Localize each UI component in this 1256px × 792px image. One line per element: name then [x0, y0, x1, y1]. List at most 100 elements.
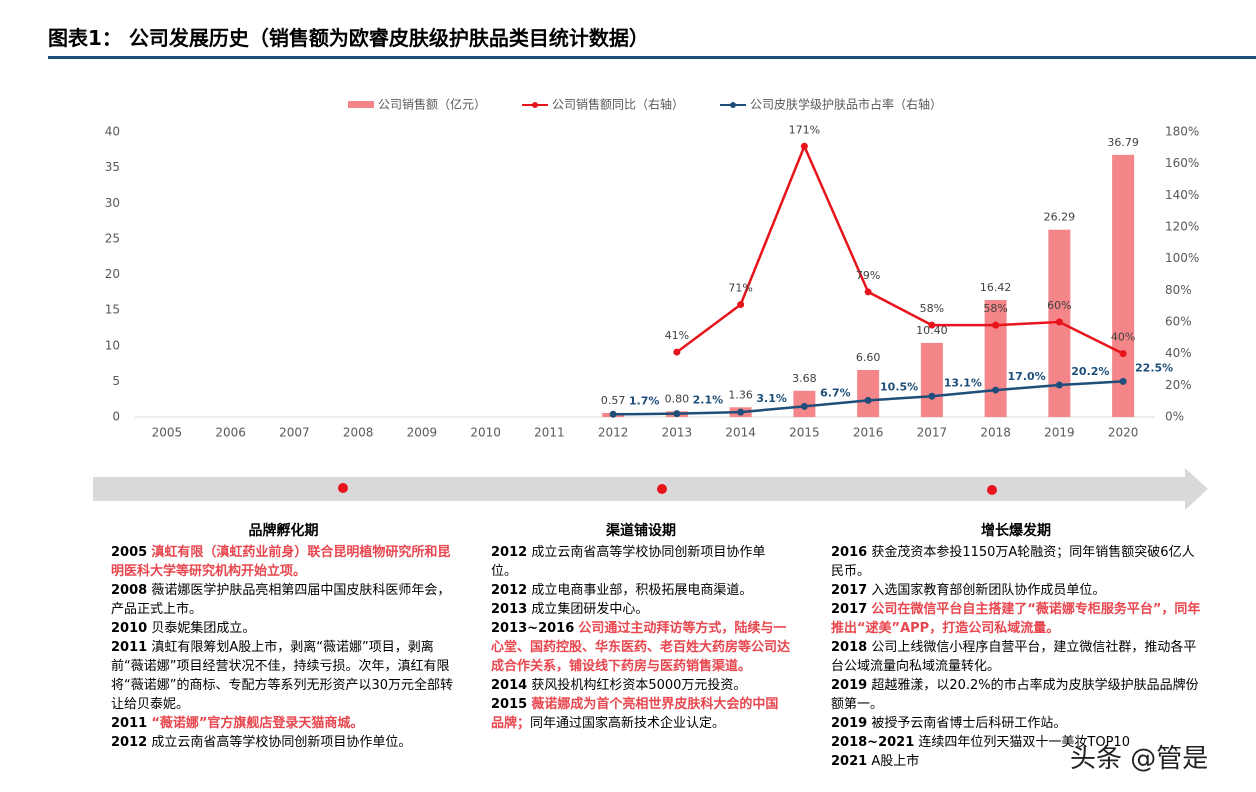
- entry-text: 公司在微信平台自主搭建了“薇诺娜专柜服务平台”，同年推出“逑美”APP，打造公司…: [831, 602, 1201, 636]
- y-tick-label: 5: [112, 374, 120, 388]
- point: [1119, 377, 1127, 385]
- timeline-arrow: [93, 468, 1208, 510]
- timeline-entry: 2021 A股上市: [831, 752, 1201, 771]
- entry-text: 滇虹有限（滇虹药业前身）联合昆明植物研究所和昆明医科大学等研究机构开始立项。: [111, 545, 451, 579]
- y-tick-label: 20: [105, 267, 120, 281]
- timeline-entry: 2012 成立云南省高等学校协同创新项目协作单位。: [491, 543, 791, 581]
- entry-text: 成立云南省高等学校协同创新项目协作单位。: [491, 545, 766, 579]
- legend-label: 公司销售额同比（右轴）: [552, 97, 684, 112]
- legend-swatch: [348, 101, 374, 108]
- point-label: 171%: [789, 123, 820, 136]
- entry-text: 超越雅漾，以20.2%的市占率成为皮肤学级护肤品品牌份额第一。: [831, 678, 1199, 712]
- point: [864, 396, 872, 404]
- y-tick-label: 0: [112, 410, 120, 424]
- timeline-entry: 2015 薇诺娜成为首个亮相世界皮肤科大会的中国品牌；同年通过国家高新技术企业认…: [491, 695, 791, 733]
- watermark: 头条 @管是: [1070, 744, 1209, 774]
- point: [673, 348, 681, 356]
- timeline-entry: 2019 超越雅漾，以20.2%的市占率成为皮肤学级护肤品品牌份额第一。: [831, 676, 1201, 714]
- entry-year: 2015: [491, 697, 528, 712]
- y-tick-label: 35: [105, 160, 120, 174]
- point: [1055, 381, 1063, 389]
- entry-text: 成立集团研发中心。: [531, 602, 649, 617]
- y2-tick-label: 60%: [1165, 315, 1192, 329]
- legend-swatch: [730, 102, 737, 108]
- point-label: 17.0%: [1008, 370, 1046, 383]
- point: [992, 386, 1000, 394]
- entry-text: 成立电商事业部，积极拓展电商渠道。: [531, 583, 753, 598]
- x-tick-label: 2007: [279, 426, 310, 440]
- bar-label: 3.68: [792, 372, 817, 385]
- entry-text: 薇诺娜医学护肤品亮相第四届中国皮肤科医师年会，产品正式上市。: [111, 583, 451, 617]
- legend-label: 公司销售额（亿元）: [378, 97, 486, 112]
- x-tick-label: 2012: [598, 426, 629, 440]
- y2-tick-label: 20%: [1165, 378, 1192, 392]
- bar-label: 1.36: [728, 388, 753, 401]
- y2-tick-label: 100%: [1165, 251, 1199, 265]
- y2-tick-label: 180%: [1165, 125, 1199, 139]
- x-tick-label: 2009: [407, 426, 438, 440]
- point-label: 3.1%: [756, 392, 787, 405]
- x-tick-label: 2006: [215, 426, 246, 440]
- point-label: 41%: [665, 329, 689, 342]
- entry-text: 滇虹有限筹划A股上市，剥离“薇诺娜”项目，剥离前“薇诺娜”项目经营状况不佳，持续…: [111, 640, 454, 712]
- timeline-section: 增长爆发期 2016 获金茂资本参投1150万A轮融资；同年销售额突破6亿人民币。…: [831, 522, 1201, 771]
- point: [800, 402, 808, 410]
- timeline-entry: 2013~2016 公司通过主动拜访等方式，陆续与一心堂、国药控股、华东医药、老…: [491, 619, 791, 676]
- x-tick-label: 2020: [1108, 426, 1139, 440]
- x-tick-label: 2016: [853, 426, 884, 440]
- line: [676, 143, 1124, 355]
- entry-year: 2011: [111, 716, 148, 731]
- x-tick-label: 2017: [917, 426, 948, 440]
- timeline-section: 品牌孵化期 2005 滇虹有限（滇虹药业前身）联合昆明植物研究所和昆明医科大学等研…: [111, 522, 456, 752]
- x-tick-label: 2019: [1044, 426, 1075, 440]
- point: [609, 410, 617, 418]
- entry-text: 获金茂资本参投1150万A轮融资；同年销售额突破6亿人民币。: [831, 545, 1195, 579]
- bar-label: 10.40: [916, 324, 948, 337]
- y-tick-label: 30: [105, 196, 120, 210]
- bar: [920, 342, 943, 417]
- point-label: 10.5%: [880, 380, 918, 393]
- point-label: 6.7%: [820, 386, 851, 399]
- point-label: 1.7%: [629, 394, 660, 407]
- entry-year: 2010: [111, 621, 148, 636]
- timeline-entry: 2005 滇虹有限（滇虹药业前身）联合昆明植物研究所和昆明医科大学等研究机构开始…: [111, 543, 456, 581]
- point-label: 79%: [856, 269, 880, 282]
- timeline-entry: 2012 成立云南省高等学校协同创新项目协作单位。: [111, 733, 456, 752]
- point-label: 60%: [1047, 299, 1071, 312]
- entry-extra: 同年通过国家高新技术企业认定。: [530, 716, 726, 731]
- point-label: 20.2%: [1071, 365, 1109, 378]
- x-tick-label: 2011: [534, 426, 565, 440]
- y2-tick-label: 80%: [1165, 283, 1192, 297]
- timeline-entry: 2010 贝泰妮集团成立。: [111, 619, 456, 638]
- timeline-entry: 2013 成立集团研发中心。: [491, 600, 791, 619]
- bar: [984, 300, 1007, 417]
- entry-year: 2019: [831, 678, 868, 693]
- y2-tick-label: 160%: [1165, 156, 1199, 170]
- bar: [1112, 154, 1135, 417]
- entry-text: 贝泰妮集团成立。: [151, 621, 256, 636]
- section-title: 增长爆发期: [981, 523, 1051, 539]
- entry-year: 2011: [111, 640, 148, 655]
- entry-text: A股上市: [871, 754, 920, 769]
- entry-text: 被授予云南省博士后科研工作站。: [871, 716, 1067, 731]
- bar-label: 6.60: [856, 351, 881, 364]
- point: [864, 288, 872, 296]
- timeline-dot: [657, 484, 667, 494]
- x-tick-label: 2018: [980, 426, 1011, 440]
- section-title: 品牌孵化期: [248, 523, 319, 539]
- entry-year: 2017: [831, 583, 868, 598]
- bar-label: 36.79: [1107, 136, 1139, 149]
- x-tick-label: 2013: [662, 426, 693, 440]
- point-label: 58%: [983, 302, 1007, 315]
- entry-text: 公司通过主动拜访等方式，陆续与一心堂、国药控股、华东医药、老百姓大药房等公司达成…: [491, 621, 791, 674]
- point: [992, 321, 1000, 329]
- point-label: 2.1%: [693, 394, 724, 407]
- entry-year: 2018: [831, 640, 868, 655]
- entry-text: 连续四年位列天猫双十一美妆TOP10: [918, 735, 1130, 750]
- page-title: 图表1： 公司发展历史（销售额为欧睿皮肤级护肤品类目统计数据）: [48, 26, 649, 50]
- timeline-entry: 2018~2021 连续四年位列天猫双十一美妆TOP10: [831, 733, 1201, 752]
- point: [1119, 350, 1127, 358]
- entry-year: 2005: [111, 545, 148, 560]
- x-tick-label: 2015: [789, 426, 820, 440]
